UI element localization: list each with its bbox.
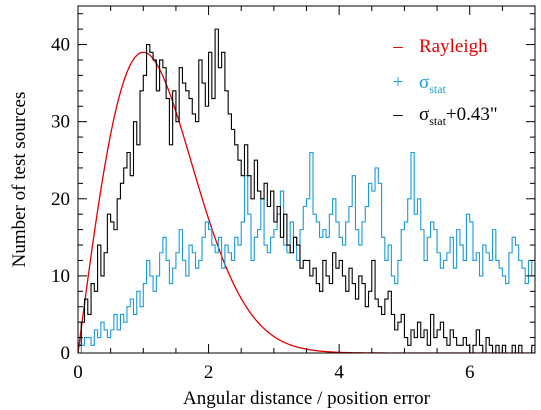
y-tick-label: 30 <box>51 112 70 133</box>
legend: – Rayleigh+ σstat– σstat+0.43" <box>392 36 497 128</box>
legend-marker: + <box>393 72 404 93</box>
legend-marker: – <box>392 104 403 125</box>
legend-label: Rayleigh <box>419 36 488 57</box>
series-sigma-stat-offset-histogram <box>78 28 535 353</box>
legend-marker: – <box>392 36 403 57</box>
x-tick-label: 6 <box>465 362 475 383</box>
legend-label: σstat+0.43" <box>419 104 498 128</box>
series-sigma-stat-histogram <box>78 151 535 353</box>
legend-label: σstat <box>419 72 447 96</box>
data-layer <box>78 28 535 353</box>
x-tick-label: 0 <box>73 362 83 383</box>
x-axis-label: Angular distance / position error <box>183 388 431 409</box>
y-tick-label: 0 <box>61 343 71 364</box>
y-tick-label: 10 <box>51 266 70 287</box>
y-tick-label: 20 <box>51 189 70 210</box>
y-axis-label: Number of test sources <box>9 92 30 268</box>
x-tick-label: 2 <box>204 362 214 383</box>
ticks-layer: 0 2 4 6 0 10 20 30 40 <box>51 6 536 383</box>
x-tick-label: 4 <box>334 362 344 383</box>
y-tick-label: 40 <box>51 35 70 56</box>
